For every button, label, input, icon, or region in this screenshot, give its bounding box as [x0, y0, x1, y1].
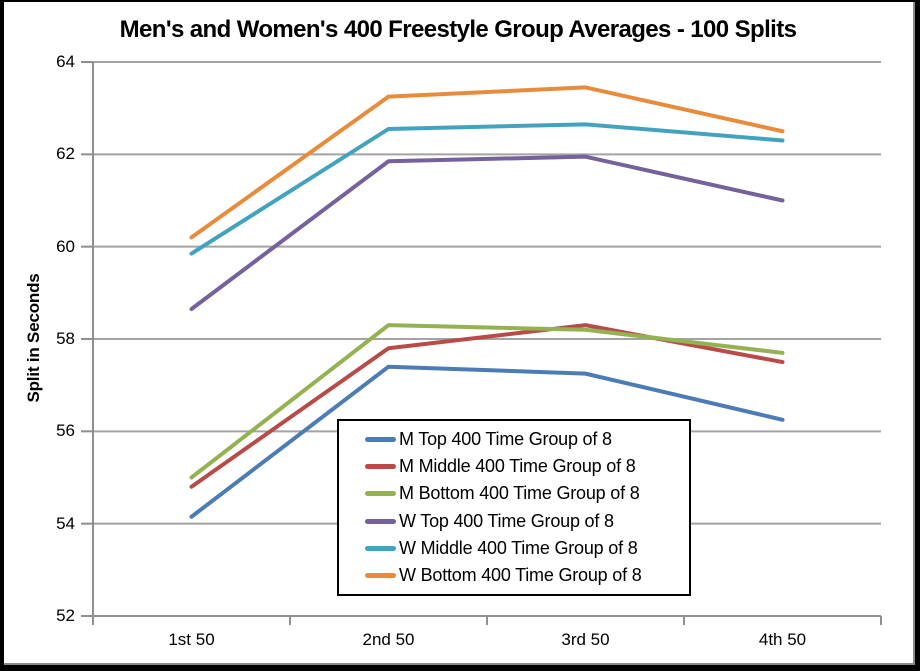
- y-tick-label: 54: [56, 513, 75, 533]
- series-line-5[interactable]: [189, 122, 785, 256]
- legend-item-5[interactable]: W Middle 400 Time Group of 8: [365, 538, 689, 559]
- y-tick-label: 56: [56, 421, 75, 441]
- frame-shadow-right: [913, 2, 915, 666]
- legend-swatch: [365, 518, 396, 524]
- x-tick-label: 1st 50: [168, 630, 215, 649]
- legend-item-6[interactable]: W Bottom 400 Time Group of 8: [365, 565, 689, 586]
- series-line-3[interactable]: [189, 323, 785, 480]
- legend-swatch: [365, 545, 396, 551]
- frame-shadow-bottom: [4, 663, 915, 665]
- x-tick-label: 2nd 50: [362, 630, 415, 649]
- y-tick-label: 60: [56, 236, 75, 256]
- frame-border-top: [0, 0, 920, 2]
- series-line-2[interactable]: [189, 323, 785, 489]
- legend-item-1[interactable]: M Top 400 Time Group of 8: [365, 429, 689, 450]
- x-tick-label: 3rd 50: [561, 630, 610, 649]
- legend-label: W Bottom 400 Time Group of 8: [399, 564, 642, 585]
- legend-label: W Top 400 Time Group of 8: [399, 510, 614, 531]
- y-tick-label: 58: [56, 329, 75, 348]
- legend-swatch: [365, 491, 396, 497]
- legend-swatch: [365, 464, 396, 470]
- series-line-1[interactable]: [189, 364, 785, 519]
- y-tick-label: 62: [56, 144, 75, 164]
- frame-border-bottom: [0, 665, 920, 671]
- chart-title: Men's and Women's 400 Freestyle Group Av…: [119, 16, 797, 43]
- frame-border-left: [0, 0, 4, 671]
- legend-swatch: [365, 437, 396, 443]
- series-line-4[interactable]: [189, 154, 785, 311]
- legend-item-4[interactable]: W Top 400 Time Group of 8: [365, 511, 689, 532]
- legend-label: M Middle 400 Time Group of 8: [399, 456, 636, 477]
- legend-item-3[interactable]: M Bottom 400 Time Group of 8: [365, 483, 689, 504]
- frame-border-right: [915, 0, 920, 671]
- x-tick-label: 4th 50: [758, 630, 807, 649]
- legend-swatch: [365, 572, 396, 578]
- legend-label: M Bottom 400 Time Group of 8: [399, 483, 640, 504]
- legend-label: M Top 400 Time Group of 8: [399, 429, 612, 450]
- y-tick-label: 52: [56, 606, 75, 625]
- y-tick-label: 64: [56, 52, 75, 71]
- legend-box: M Top 400 Time Group of 8 M Middle 400 Ti…: [337, 419, 691, 596]
- legend-item-2[interactable]: M Middle 400 Time Group of 8: [365, 456, 689, 477]
- series-line-6[interactable]: [189, 85, 785, 240]
- legend-label: W Middle 400 Time Group of 8: [399, 537, 638, 558]
